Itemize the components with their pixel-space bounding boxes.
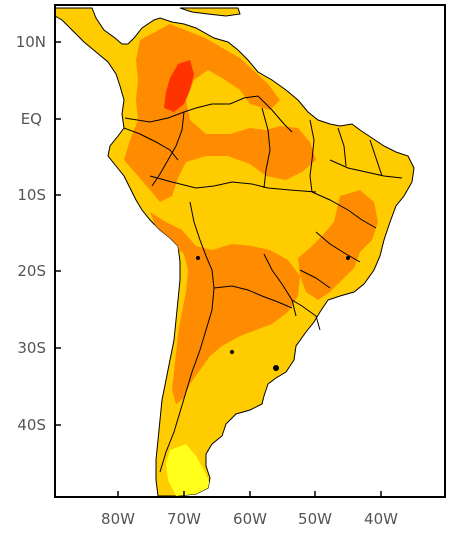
lat-label-eq: EQ (21, 110, 42, 128)
lon-label-60w: 60W (233, 510, 267, 528)
yellow-region-south (166, 444, 210, 496)
lon-label-40w: 40W (364, 510, 398, 528)
lat-label-20s: 20S (17, 262, 46, 280)
lon-label-50w: 50W (298, 510, 332, 528)
latitude-labels: 10N EQ 10S 20S 30S 40S (16, 33, 46, 434)
lon-label-80w: 80W (101, 510, 135, 528)
lon-label-70w: 70W (167, 510, 201, 528)
axis-ticks (55, 41, 382, 497)
lat-label-40s: 40S (17, 416, 46, 434)
lat-label-30s: 30S (17, 339, 46, 357)
lat-label-10s: 10S (17, 186, 46, 204)
red-region (164, 60, 194, 112)
longitude-labels: 80W 70W 60W 50W 40W (101, 510, 398, 528)
lakes (196, 256, 350, 371)
orange-region-central (150, 212, 300, 404)
country-borders (123, 95, 403, 473)
lat-label-10n: 10N (16, 33, 46, 51)
